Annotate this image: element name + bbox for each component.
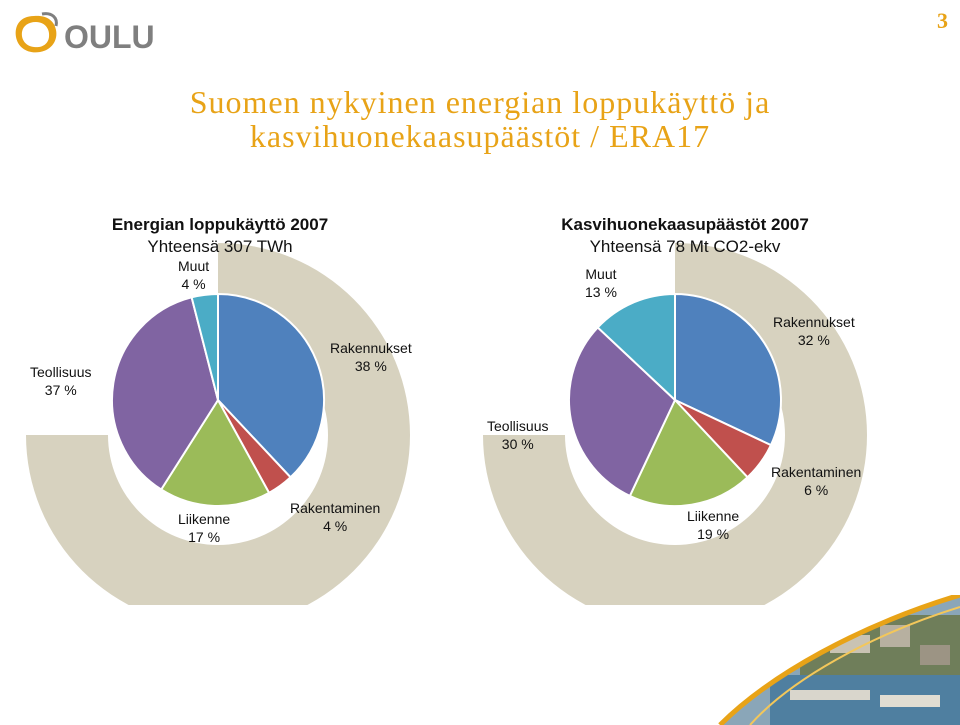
emissions-label-liikenne-value: 19 % bbox=[697, 526, 730, 542]
page-number: 3 bbox=[937, 8, 948, 33]
energy-slices bbox=[111, 292, 325, 507]
emissions-label-teollisuus: Teollisuus 30 % bbox=[487, 417, 548, 453]
emissions-slices bbox=[568, 292, 782, 507]
energy-slice-muut bbox=[190, 292, 219, 401]
emissions-slice-muut bbox=[596, 292, 676, 403]
energy-slice-liikenne bbox=[159, 398, 271, 507]
emissions-label-liikenne-name: Liikenne bbox=[687, 508, 740, 524]
slide-title-line-2: kasvihuonekaasupäästöt / ERA17 bbox=[249, 118, 711, 154]
energy-pie-chart: Energian loppukäyttö 2007 Yhteensä 307 T… bbox=[0, 205, 460, 605]
emissions-pie-chart: Kasvihuonekaasupäästöt 2007 Yhteensä 78 … bbox=[465, 205, 925, 605]
energy-label-teollisuus-name: Teollisuus bbox=[30, 364, 92, 380]
energy-slice-teollisuus bbox=[111, 296, 220, 491]
emissions-pie-svg bbox=[483, 243, 867, 605]
emissions-label-muut-value: 13 % bbox=[585, 284, 617, 300]
emissions-label-rakentaminen-name: Rakentaminen bbox=[771, 464, 862, 480]
emissions-label-rakennukset-value: 32 % bbox=[797, 332, 830, 348]
emissions-label-muut-name: Muut bbox=[585, 266, 617, 282]
emissions-label-teollisuus-value: 30 % bbox=[501, 436, 534, 452]
energy-label-liikenne: Liikenne 17 % bbox=[178, 510, 230, 546]
energy-label-teollisuus: Teollisuus 37 % bbox=[30, 363, 91, 399]
energy-label-rakennukset: Rakennukset 38 % bbox=[330, 339, 412, 375]
emissions-label-liikenne: Liikenne 19 % bbox=[687, 507, 739, 543]
energy-label-muut: Muut 4 % bbox=[178, 257, 209, 293]
emissions-label-teollisuus-name: Teollisuus bbox=[487, 418, 549, 434]
energy-label-rakennukset-value: 38 % bbox=[354, 358, 387, 374]
energy-label-muut-value: 4 % bbox=[181, 276, 206, 292]
emissions-slice-rakennukset bbox=[674, 292, 782, 447]
energy-slice-rakennukset bbox=[217, 292, 325, 479]
energy-chart-subtitle: Yhteensä 307 TWh bbox=[147, 237, 293, 256]
energy-label-teollisuus-value: 37 % bbox=[44, 382, 77, 398]
logo-text: OULU bbox=[64, 19, 155, 55]
city-aerial-photo bbox=[718, 595, 960, 725]
energy-label-liikenne-value: 17 % bbox=[188, 529, 221, 545]
emissions-label-rakennukset: Rakennukset 32 % bbox=[773, 313, 855, 349]
energy-label-rakentaminen-value: 4 % bbox=[323, 518, 348, 534]
slide-title-line-1: Suomen nykyinen energian loppukäyttö ja bbox=[189, 84, 771, 120]
energy-label-rakentaminen-name: Rakentaminen bbox=[290, 500, 381, 516]
energy-ring bbox=[26, 243, 410, 605]
emissions-label-rakennukset-name: Rakennukset bbox=[773, 314, 855, 330]
energy-label-liikenne-name: Liikenne bbox=[178, 511, 231, 527]
energy-label-muut-name: Muut bbox=[178, 258, 210, 274]
emissions-label-rakentaminen: Rakentaminen 6 % bbox=[771, 463, 861, 499]
oulu-logo: OULU bbox=[15, 12, 155, 55]
emissions-slice-teollisuus bbox=[568, 326, 677, 498]
emissions-slice-liikenne bbox=[628, 398, 749, 507]
emissions-ring bbox=[483, 243, 867, 605]
emissions-chart-title: Kasvihuonekaasupäästöt 2007 bbox=[561, 215, 809, 234]
emissions-chart-subtitle: Yhteensä 78 Mt CO2-ekv bbox=[589, 237, 781, 256]
energy-pie-svg bbox=[26, 243, 410, 605]
emissions-label-muut: Muut 13 % bbox=[585, 265, 617, 301]
energy-chart-title: Energian loppukäyttö 2007 bbox=[111, 215, 329, 234]
emissions-label-rakentaminen-value: 6 % bbox=[804, 482, 829, 498]
energy-label-rakentaminen: Rakentaminen 4 % bbox=[290, 499, 380, 535]
energy-label-rakennukset-name: Rakennukset bbox=[330, 340, 412, 356]
